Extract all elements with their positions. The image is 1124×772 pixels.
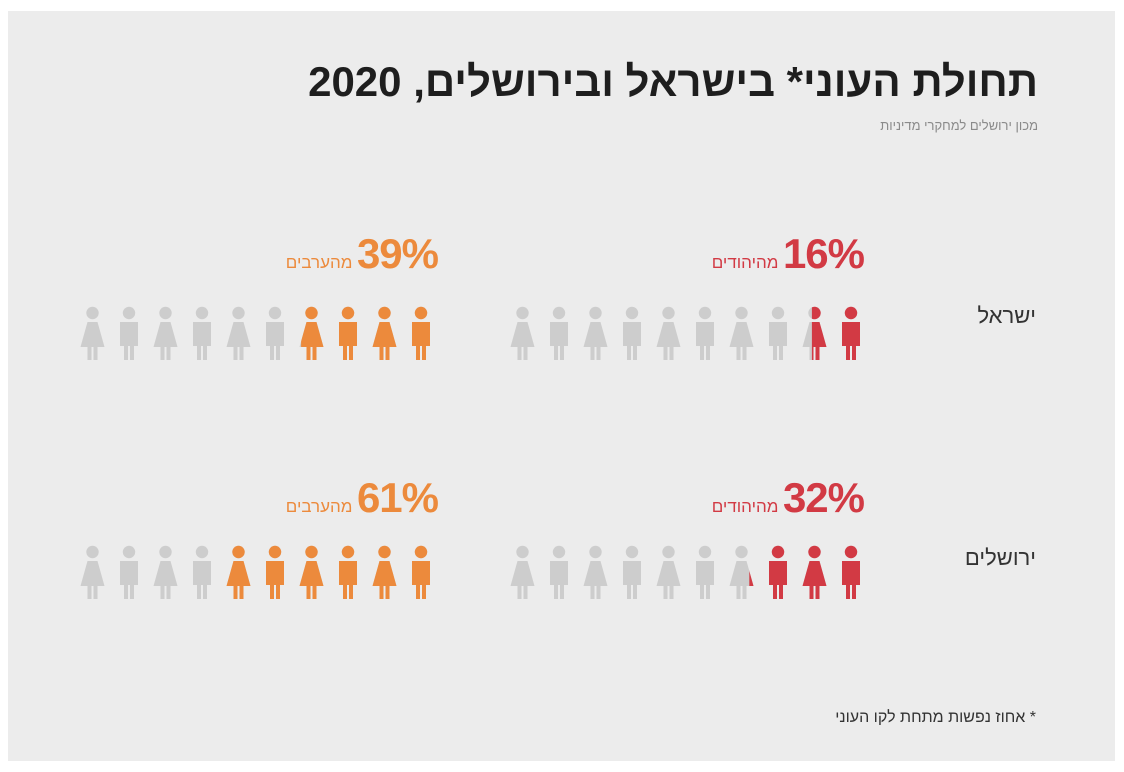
percent-jerusalem-arabs: 61% bbox=[356, 474, 439, 521]
person-icon-man-r0-g1-1 bbox=[120, 306, 138, 360]
person-icon-man-r0-g0-9 bbox=[842, 306, 860, 360]
person-icon-woman-r1-g0-4 bbox=[656, 545, 681, 599]
person-icon-man-r1-g0-9 bbox=[842, 545, 860, 599]
person-icon-woman-r1-g1-4 bbox=[226, 545, 251, 599]
person-icon-woman-r0-g0-0 bbox=[510, 306, 535, 360]
stat-jerusalem-arabs: מהערבים 61% bbox=[276, 474, 439, 522]
person-icon-woman-r0-g1-8 bbox=[372, 306, 397, 360]
person-icon-woman-r1-g0-6 bbox=[729, 545, 754, 599]
footnote: * אחוז נפשות מתחת לקו העוני bbox=[835, 709, 1036, 726]
person-icon-man-r1-g1-7 bbox=[339, 545, 357, 599]
person-icon-woman-r0-g1-4 bbox=[226, 306, 251, 360]
person-icon-man-r1-g1-9 bbox=[412, 545, 430, 599]
person-icon-woman-r0-g1-6 bbox=[299, 306, 324, 360]
percent-israel-jews: 16% bbox=[782, 230, 865, 277]
person-icon-woman-r1-g1-8 bbox=[372, 545, 397, 599]
person-icon-man-r1-g0-3 bbox=[623, 545, 641, 599]
person-icon-man-r0-g1-3 bbox=[193, 306, 211, 360]
person-icon-man-r0-g1-9 bbox=[412, 306, 430, 360]
stat-jerusalem-jews: מהיהודים 32% bbox=[702, 474, 865, 522]
person-icon-woman-r1-g1-2 bbox=[153, 545, 178, 599]
person-icon-man-r1-g1-1 bbox=[120, 545, 138, 599]
person-icon-woman-r0-g1-2 bbox=[153, 306, 178, 360]
person-icon-man-r1-g0-1 bbox=[550, 545, 568, 599]
row-label-israel: ישראל bbox=[977, 303, 1036, 328]
person-icon-man-r0-g0-5 bbox=[696, 306, 714, 360]
stat-israel-arabs: מהערבים 39% bbox=[276, 230, 439, 278]
person-icon-woman-r0-g0-8 bbox=[802, 306, 827, 360]
person-icon-man-r1-g1-5 bbox=[266, 545, 284, 599]
person-icon-woman-r1-g1-6 bbox=[299, 545, 324, 599]
person-icon-man-r0-g0-1 bbox=[550, 306, 568, 360]
person-icon-man-r1-g0-5 bbox=[696, 545, 714, 599]
person-icon-man-r0-g1-7 bbox=[339, 306, 357, 360]
percent-israel-arabs: 39% bbox=[356, 230, 439, 277]
group-name-jerusalem-jews: מהיהודים bbox=[711, 497, 779, 516]
person-icon-woman-r1-g0-0 bbox=[510, 545, 535, 599]
row-label-jerusalem: ירושלים bbox=[964, 545, 1036, 570]
chart-card bbox=[8, 11, 1115, 761]
person-icon-man-r0-g1-5 bbox=[266, 306, 284, 360]
group-name-jerusalem-arabs: מהערבים bbox=[285, 497, 353, 516]
person-icon-woman-r0-g0-6 bbox=[729, 306, 754, 360]
person-icon-woman-r1-g0-8 bbox=[802, 545, 827, 599]
person-icon-woman-r0-g0-2 bbox=[583, 306, 608, 360]
person-icon-woman-r0-g1-0 bbox=[80, 306, 105, 360]
percent-jerusalem-jews: 32% bbox=[782, 474, 865, 521]
person-icon-man-r0-g0-3 bbox=[623, 306, 641, 360]
person-icon-woman-r1-g1-0 bbox=[80, 545, 105, 599]
person-icon-man-r0-g0-7 bbox=[769, 306, 787, 360]
person-icon-man-r1-g0-7 bbox=[769, 545, 787, 599]
chart-source: מכון ירושלים למחקרי מדיניות bbox=[880, 118, 1038, 133]
chart-title: תחולת העוני* בישראל ובירושלים, 2020 bbox=[308, 58, 1038, 105]
person-icon-man-r1-g1-3 bbox=[193, 545, 211, 599]
person-icon-woman-r0-g0-4 bbox=[656, 306, 681, 360]
group-name-israel-jews: מהיהודים bbox=[711, 253, 779, 272]
stat-israel-jews: מהיהודים 16% bbox=[702, 230, 865, 278]
person-icon-woman-r1-g0-2 bbox=[583, 545, 608, 599]
group-name-israel-arabs: מהערבים bbox=[285, 253, 353, 272]
